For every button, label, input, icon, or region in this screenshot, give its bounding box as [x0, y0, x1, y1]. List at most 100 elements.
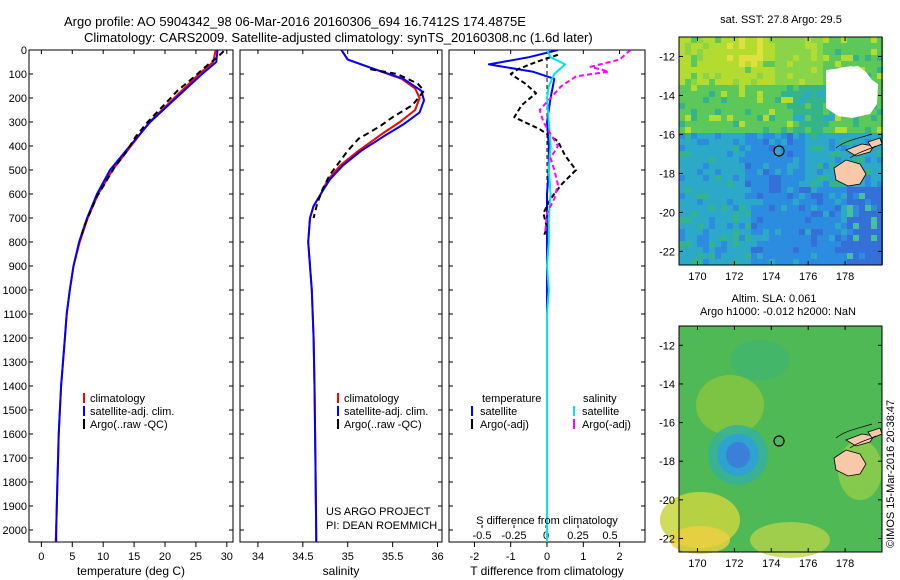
sst-cell — [805, 43, 811, 49]
sst-cell — [769, 229, 775, 235]
x-tick-label: 15 — [128, 551, 140, 563]
sst-cell — [757, 37, 763, 43]
sst-cell — [787, 43, 793, 49]
sst-cell — [745, 145, 751, 151]
sst-cell — [727, 253, 733, 259]
x-tick-label: 20 — [159, 551, 171, 563]
sst-cell — [679, 247, 685, 253]
sst-cell — [835, 139, 841, 145]
sst-cell — [769, 85, 775, 91]
sst-cell — [823, 253, 829, 259]
sst-cell — [799, 229, 805, 235]
sst-cell — [817, 133, 823, 139]
s-diff-tick-label: -0.25 — [501, 530, 526, 542]
sst-cell — [769, 217, 775, 223]
sst-cell — [811, 151, 817, 157]
sst-cell — [727, 217, 733, 223]
sst-cell — [811, 43, 817, 49]
sst-cell — [877, 175, 883, 181]
sst-cell — [805, 121, 811, 127]
sst-cell — [799, 193, 805, 199]
sst-cell — [811, 175, 817, 181]
sst-cell — [787, 133, 793, 139]
temperature-legend: climatology satellite-adj. clim. Argo(..… — [83, 393, 174, 431]
sst-cell — [739, 91, 745, 97]
sst-cell — [769, 43, 775, 49]
sst-cell — [871, 229, 877, 235]
sst-cell — [865, 229, 871, 235]
sst-cell — [733, 235, 739, 241]
sst-cell — [739, 103, 745, 109]
sst-cell — [793, 259, 799, 265]
sst-cell — [805, 103, 811, 109]
sst-cell — [727, 187, 733, 193]
sst-cell — [703, 145, 709, 151]
sst-cell — [853, 115, 859, 121]
sst-cell — [877, 121, 883, 127]
sst-cell — [739, 133, 745, 139]
sst-cell — [721, 133, 727, 139]
sst-cell — [865, 259, 871, 265]
sst-cell — [865, 223, 871, 229]
sst-cell — [877, 127, 883, 133]
sst-cell — [823, 223, 829, 229]
sst-cell — [823, 61, 829, 67]
sst-cell — [787, 85, 793, 91]
sst-cell — [763, 253, 769, 259]
sst-cell — [757, 151, 763, 157]
sst-cell — [739, 229, 745, 235]
legend-satellite-label: satellite-adj. clim. — [90, 406, 174, 418]
sst-cell — [703, 91, 709, 97]
sst-cell — [709, 247, 715, 253]
sst-cell — [877, 157, 883, 163]
sst-cell — [763, 163, 769, 169]
sst-cell — [853, 247, 859, 253]
sst-cell — [775, 211, 781, 217]
sst-cell — [781, 85, 787, 91]
sst-cell — [775, 127, 781, 133]
map-x-tick-label: 174 — [762, 271, 780, 283]
sst-cell — [697, 205, 703, 211]
sst-cell — [793, 193, 799, 199]
sst-cell — [763, 217, 769, 223]
sst-cell — [799, 175, 805, 181]
sst-cell — [685, 79, 691, 85]
sst-cell — [757, 61, 763, 67]
sst-cell — [703, 139, 709, 145]
sst-cell — [763, 199, 769, 205]
sst-cell — [703, 85, 709, 91]
sst-cell — [709, 253, 715, 259]
sst-cell — [703, 121, 709, 127]
sst-cell — [685, 85, 691, 91]
sst-cell — [781, 199, 787, 205]
sst-cell — [715, 85, 721, 91]
sst-cell — [751, 259, 757, 265]
map-x-tick-label: 174 — [762, 558, 780, 570]
sst-cell — [679, 55, 685, 61]
sst-cell — [877, 235, 883, 241]
sst-cell — [727, 37, 733, 43]
sst-cell — [751, 163, 757, 169]
sst-cell — [721, 193, 727, 199]
sst-cell — [841, 211, 847, 217]
sst-cell — [763, 85, 769, 91]
sst-cell — [781, 115, 787, 121]
sst-cell — [799, 37, 805, 43]
sst-cell — [709, 127, 715, 133]
sst-cell — [697, 115, 703, 121]
sst-cell — [793, 247, 799, 253]
sst-cell — [859, 115, 865, 121]
sst-cell — [739, 181, 745, 187]
sst-cell — [745, 49, 751, 55]
sst-cell — [799, 259, 805, 265]
sst-cell — [715, 151, 721, 157]
sst-cell — [685, 223, 691, 229]
sst-cell — [853, 199, 859, 205]
sst-cell — [715, 187, 721, 193]
sst-cell — [739, 241, 745, 247]
sst-cell — [721, 85, 727, 91]
sst-cell — [799, 127, 805, 133]
sst-cell — [733, 205, 739, 211]
sst-cell — [799, 169, 805, 175]
sst-cell — [769, 193, 775, 199]
